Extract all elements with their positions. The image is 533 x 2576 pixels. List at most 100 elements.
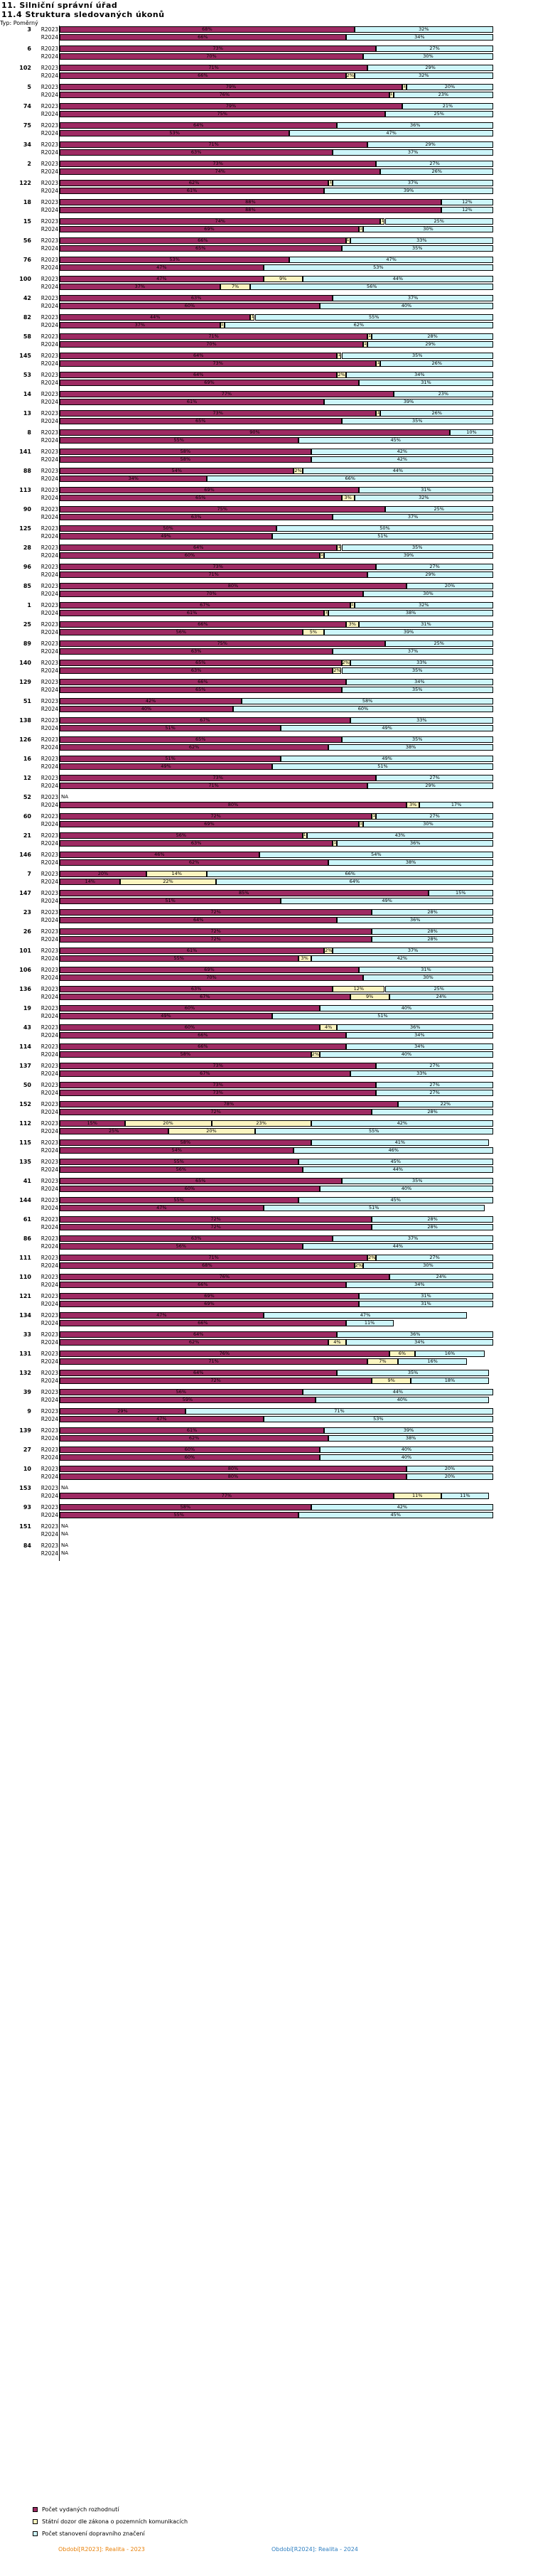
chart-bar-row[interactable]: R2024 80% 20%	[0, 1473, 533, 1481]
chart-bar-row[interactable]: R2023 29% 71%	[0, 1407, 533, 1415]
chart-bar-row[interactable]: R2024 62% 4% 34%	[0, 1338, 533, 1346]
chart-bar-row[interactable]: R2024 55% 3% 42%	[0, 955, 533, 962]
chart-bar-row[interactable]: R2023 20% 14% 66%	[0, 870, 533, 878]
chart-bar-row[interactable]: R2024 55% 45%	[0, 436, 533, 444]
chart-bar-row[interactable]: R2023 55% 45%	[0, 1196, 533, 1204]
chart-bar-row[interactable]: R2024 59% 40%	[0, 1396, 533, 1404]
chart-bar-row[interactable]: R2023 69% 31%	[0, 1292, 533, 1300]
chart-bar-row[interactable]: R2024 66% 34%	[0, 33, 533, 41]
chart-bar-row[interactable]: R2024 62% 38%	[0, 744, 533, 751]
chart-bar-row[interactable]: R2024 74% 26%	[0, 168, 533, 176]
chart-bar-row[interactable]: R2023 64% 36%	[0, 122, 533, 129]
chart-bar-row[interactable]: R2023 64% 1 35%	[0, 544, 533, 552]
chart-bar-row[interactable]: R2023 77% 23%	[0, 390, 533, 398]
chart-bar-row[interactable]: R2023 88% 12%	[0, 198, 533, 206]
chart-bar-row[interactable]: R2023 63% 12% 25%	[0, 985, 533, 993]
chart-bar-row[interactable]: R2023 66% 34%	[0, 1043, 533, 1051]
chart-bar-row[interactable]: R2023 64% 35%	[0, 1369, 533, 1377]
chart-bar-row[interactable]: R2023 65% 2% 33%	[0, 659, 533, 667]
chart-bar-row[interactable]: R2024 66% 34%	[0, 1031, 533, 1039]
chart-bar-row[interactable]: R2024 75% 25%	[0, 110, 533, 118]
chart-bar-row[interactable]: R2024 69% 31%	[0, 1300, 533, 1308]
chart-bar-row[interactable]: R2024 51% 49%	[0, 897, 533, 905]
chart-bar-row[interactable]: R2023 80% 20%	[0, 582, 533, 590]
chart-bar-row[interactable]: R2024 70% 30%	[0, 974, 533, 982]
chart-bar-row[interactable]: R2024 72% 28%	[0, 935, 533, 943]
chart-bar-row[interactable]: R2024 71% 29%	[0, 571, 533, 579]
chart-bar-row[interactable]: R2023 75% 25%	[0, 505, 533, 513]
chart-bar-row[interactable]: R2024 64% 36%	[0, 916, 533, 924]
chart-bar-row[interactable]: R2024 70% 30%	[0, 590, 533, 598]
chart-bar-row[interactable]: R2023 NA	[0, 793, 533, 801]
chart-bar-row[interactable]: R2023 72% 28%	[0, 1215, 533, 1223]
chart-bar-row[interactable]: R2024 60% 40%	[0, 1185, 533, 1193]
chart-bar-row[interactable]: R2023 64% 1 35%	[0, 352, 533, 360]
chart-bar-row[interactable]: R2023 61% 2% 37%	[0, 947, 533, 955]
chart-bar-row[interactable]: R2024 56% 5% 39%	[0, 628, 533, 636]
chart-bar-row[interactable]: R2023 79% 1 20%	[0, 83, 533, 91]
chart-bar-row[interactable]: R2023 72% 1 27%	[0, 812, 533, 820]
chart-bar-row[interactable]: R2023 67% 33%	[0, 717, 533, 724]
chart-bar-row[interactable]: R2024 72% 28%	[0, 1108, 533, 1116]
chart-bar-row[interactable]: R2024 25% 20% 55%	[0, 1127, 533, 1135]
chart-bar-row[interactable]: R2023 60% 40%	[0, 1446, 533, 1454]
chart-bar-row[interactable]: R2024 69% 1 30%	[0, 820, 533, 828]
chart-bar-row[interactable]: R2024 56% 44%	[0, 1166, 533, 1174]
chart-bar-row[interactable]: R2024 69% 31%	[0, 379, 533, 387]
chart-bar-row[interactable]: R2024 80% 3% 17%	[0, 801, 533, 809]
chart-bar-row[interactable]: R2024 54% 46%	[0, 1147, 533, 1154]
chart-bar-row[interactable]: R2023 58% 41%	[0, 1139, 533, 1147]
chart-bar-row[interactable]: R2023 72% 28%	[0, 908, 533, 916]
chart-bar-row[interactable]: R2024 68% 2% 30%	[0, 1262, 533, 1270]
chart-bar-row[interactable]: R2023 76% 24%	[0, 1273, 533, 1281]
chart-bar-row[interactable]: R2024 37% 1 62%	[0, 321, 533, 329]
chart-bar-row[interactable]: R2023 78% 22%	[0, 1100, 533, 1108]
chart-bar-row[interactable]: R2024 47% 53%	[0, 264, 533, 272]
chart-bar-row[interactable]: R2024 51% 49%	[0, 724, 533, 732]
chart-bar-row[interactable]: R2023 80% 20%	[0, 1465, 533, 1473]
chart-bar-row[interactable]: R2024 61% 39%	[0, 398, 533, 406]
chart-bar-row[interactable]: R2023 69% 31%	[0, 486, 533, 494]
chart-bar-row[interactable]: R2024 53% 47%	[0, 129, 533, 137]
chart-bar-row[interactable]: R2024 60% 40%	[0, 302, 533, 310]
chart-bar-row[interactable]: R2023 64% 36%	[0, 1331, 533, 1338]
chart-bar-row[interactable]: R2023 65% 35%	[0, 736, 533, 744]
chart-bar-row[interactable]: R2023 73% 27%	[0, 45, 533, 53]
chart-bar-row[interactable]: R2024 37% 7% 56%	[0, 283, 533, 291]
chart-bar-row[interactable]: R2024 70% 30%	[0, 53, 533, 60]
chart-bar-row[interactable]: R2024 62% 38%	[0, 1434, 533, 1442]
chart-bar-row[interactable]: R2023 55% 45%	[0, 1158, 533, 1166]
chart-bar-row[interactable]: R2024 65% 35%	[0, 245, 533, 252]
chart-bar-row[interactable]: R2023 76% 6% 16%	[0, 1350, 533, 1358]
chart-bar-row[interactable]: R2024 71% 7% 16%	[0, 1358, 533, 1365]
chart-bar-row[interactable]: R2023 68% 32%	[0, 26, 533, 33]
chart-bar-row[interactable]: R2024 60% 1 39%	[0, 552, 533, 559]
chart-bar-row[interactable]: R2024 65% 35%	[0, 417, 533, 425]
chart-bar-row[interactable]: R2023 85% 15%	[0, 889, 533, 897]
chart-bar-row[interactable]: R2023 NA	[0, 1523, 533, 1530]
chart-bar-row[interactable]: R2024 73% 27%	[0, 1089, 533, 1097]
chart-bar-row[interactable]: R2024 69% 1 30%	[0, 225, 533, 233]
chart-bar-row[interactable]: R2023 67% 1 32%	[0, 601, 533, 609]
chart-bar-row[interactable]: R2024 34% 66%	[0, 475, 533, 483]
chart-bar-row[interactable]: R2023 47% 47%	[0, 1311, 533, 1319]
chart-bar-row[interactable]: R2023 79% 21%	[0, 102, 533, 110]
chart-bar-row[interactable]: R2023 73% 27%	[0, 1081, 533, 1089]
chart-bar-row[interactable]: R2023 60% 40%	[0, 1004, 533, 1012]
chart-bar-row[interactable]: R2023 63% 37%	[0, 294, 533, 302]
chart-bar-row[interactable]: R2023 75% 25%	[0, 640, 533, 648]
chart-bar-row[interactable]: R2023 54% 2% 44%	[0, 467, 533, 475]
chart-bar-row[interactable]: R2024 58% 42%	[0, 456, 533, 463]
chart-bar-row[interactable]: R2024 63% 37%	[0, 648, 533, 655]
chart-bar-row[interactable]: R2023 15% 20% 23% 42%	[0, 1120, 533, 1127]
chart-bar-row[interactable]: R2024 67% 9% 24%	[0, 993, 533, 1001]
chart-bar-row[interactable]: R2024 66% 11%	[0, 1319, 533, 1327]
chart-bar-row[interactable]: R2024 88% 12%	[0, 206, 533, 214]
chart-bar-row[interactable]: R2023 60% 4% 36%	[0, 1024, 533, 1031]
chart-bar-row[interactable]: R2024 76% 1 23%	[0, 91, 533, 99]
chart-bar-row[interactable]: R2024 65% 35%	[0, 686, 533, 694]
chart-bar-row[interactable]: R2024 67% 33%	[0, 1070, 533, 1078]
chart-bar-row[interactable]: R2023 63% 37%	[0, 1235, 533, 1243]
chart-bar-row[interactable]: R2023 69% 31%	[0, 966, 533, 974]
chart-bar-row[interactable]: R2023 73% 27%	[0, 563, 533, 571]
